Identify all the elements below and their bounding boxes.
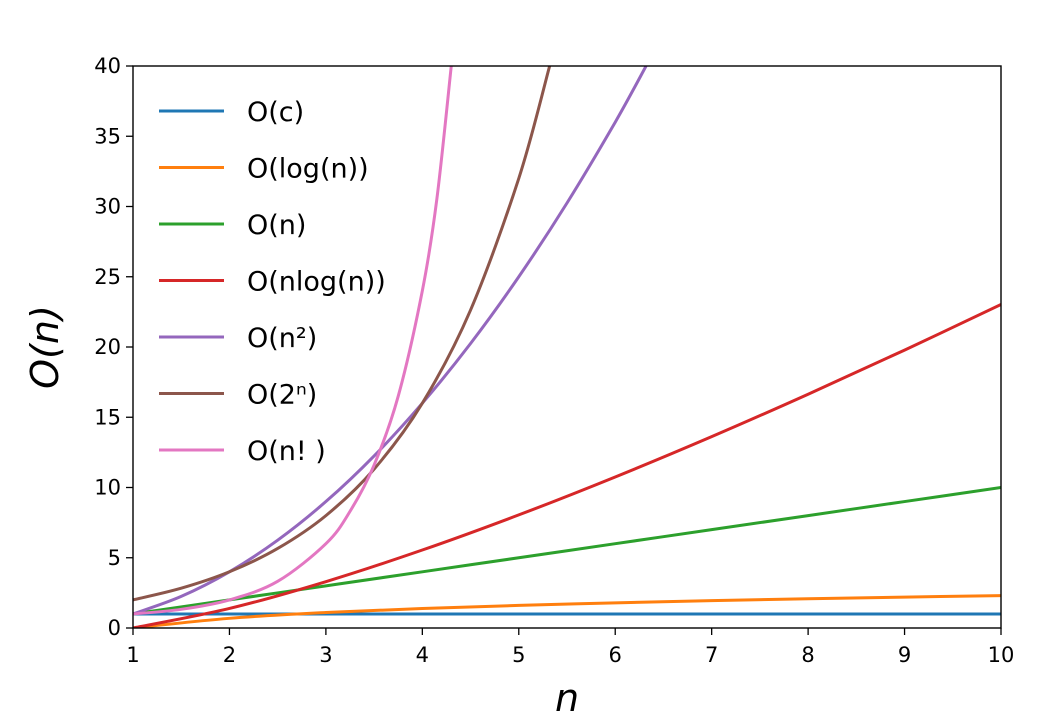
- legend-label-6: O(n! ): [247, 436, 326, 467]
- y-tick-label: 40: [94, 54, 121, 78]
- y-tick-label: 30: [94, 195, 121, 219]
- y-tick-label: 5: [108, 546, 121, 570]
- y-tick-label: 25: [94, 265, 121, 289]
- legend-label-3: O(nlog(n)): [247, 267, 386, 298]
- y-tick-label: 15: [94, 405, 121, 429]
- legend-label-0: O(c): [247, 97, 304, 128]
- y-tick-label: 0: [108, 616, 121, 640]
- series-line-1: [133, 594, 1001, 628]
- x-tick-label: 7: [705, 643, 718, 667]
- series-line-5: [133, 66, 552, 602]
- plot-area-background: [133, 66, 1001, 628]
- x-tick-label: 1: [126, 643, 139, 667]
- legend-label-1: O(log(n)): [247, 154, 369, 185]
- series-line-2: [133, 486, 1001, 616]
- y-tick-label: 20: [94, 335, 121, 359]
- x-axis-label: n: [555, 676, 579, 719]
- y-tick-label: 10: [94, 476, 121, 500]
- y-tick-label: 35: [94, 124, 121, 148]
- x-axis-ticks: 1 2 3 4 5 6 7 8 9 10: [126, 628, 1014, 667]
- series-line-6: [133, 66, 453, 616]
- legend-label-4: O(n²): [247, 323, 317, 354]
- legend-label-2: O(n): [247, 210, 306, 241]
- legend-label-5: O(2ⁿ): [247, 380, 317, 411]
- legend: O(c) O(log(n)) O(n) O(nlog(n)) O(n²) O(2ⁿ) O(n…: [159, 97, 386, 467]
- x-tick-label: 2: [223, 643, 236, 667]
- x-tick-label: 8: [801, 643, 814, 667]
- series-line-3: [133, 303, 1001, 628]
- series-layer: [133, 66, 1001, 628]
- y-axis-label: O(n): [23, 305, 67, 389]
- x-tick-label: 5: [512, 643, 525, 667]
- y-axis-ticks: 0 5 10 15 20 25 30 35 40: [94, 54, 133, 640]
- x-tick-label: 9: [898, 643, 911, 667]
- x-tick-label: 4: [416, 643, 429, 667]
- x-tick-label: 10: [988, 643, 1015, 667]
- x-tick-label: 6: [609, 643, 622, 667]
- x-tick-label: 3: [319, 643, 332, 667]
